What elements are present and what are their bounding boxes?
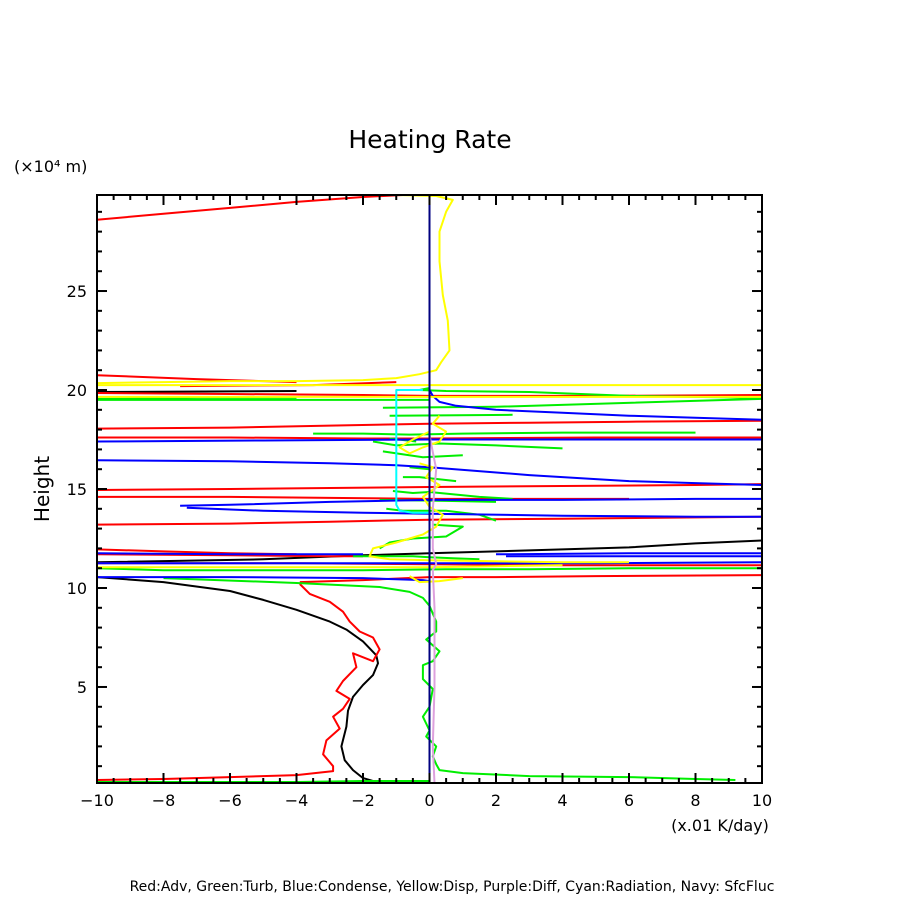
y-unit-label: (×10⁴ m)	[14, 157, 87, 176]
series-layer	[97, 195, 762, 783]
x-tick-label: −6	[218, 791, 242, 810]
x-tick-label: 2	[491, 791, 501, 810]
series-turb-line	[97, 396, 297, 400]
y-tick-label: 15	[67, 480, 87, 499]
series-adv-line	[97, 495, 629, 500]
chart-title: Heating Rate	[348, 125, 511, 154]
series-turb-line	[382, 397, 762, 409]
series-adv-line	[97, 195, 403, 221]
series-turb-line	[163, 577, 736, 781]
series-turb-line	[379, 523, 464, 550]
ticks-layer: −10 −8 −6 −4 −2 0 2 4 6 8 10 5 10 15 20 25	[67, 195, 772, 810]
series-turb-line	[313, 431, 696, 436]
series-adv-line	[299, 574, 762, 584]
series-total-line	[97, 576, 379, 783]
x-tick-label: −4	[285, 791, 309, 810]
x-tick-label: −10	[80, 791, 114, 810]
x-tick-label: 6	[624, 791, 634, 810]
series-turb-line	[402, 476, 457, 483]
series-turb-line	[389, 413, 513, 417]
x-tick-label: 4	[557, 791, 567, 810]
y-tick-label: 5	[77, 678, 87, 697]
series-total	[97, 390, 762, 783]
series-radiation	[395, 389, 430, 514]
x-tick-label: 0	[424, 791, 434, 810]
y-axis-label: Height	[30, 456, 54, 522]
x-axis-label: (x.01 K/day)	[671, 816, 769, 835]
series-diff-line	[428, 435, 438, 783]
series-turb-line	[97, 567, 762, 572]
series-turb-line	[409, 466, 430, 471]
series-condense-line	[97, 576, 430, 583]
series-radiation-line	[395, 389, 430, 514]
y-tick-label: 10	[67, 579, 87, 598]
series-disp	[97, 195, 762, 783]
series-diff	[428, 435, 438, 783]
series-condense-line	[186, 506, 762, 518]
x-tick-label: −8	[152, 791, 176, 810]
series-total-line	[97, 539, 762, 564]
series-disp-line	[398, 415, 448, 455]
series-turb	[97, 387, 762, 783]
series-disp-line	[97, 564, 563, 569]
series-turb-line	[386, 507, 497, 522]
series-condense-line	[495, 552, 762, 556]
y-tick-label: 20	[67, 381, 87, 400]
series-turb-line	[382, 450, 463, 459]
x-tick-label: 10	[752, 791, 772, 810]
x-tick-label: −2	[351, 791, 375, 810]
series-condense-line	[97, 552, 363, 556]
series-adv-line	[97, 583, 381, 781]
series-total-line	[97, 390, 297, 393]
series-turb-line	[372, 440, 563, 450]
series-disp-line	[97, 195, 454, 385]
y-tick-label: 25	[67, 282, 87, 301]
plot-frame	[96, 194, 763, 784]
x-tick-label: 8	[690, 791, 700, 810]
legend-text: Red:Adv, Green:Turb, Blue:Condense, Yell…	[130, 879, 775, 895]
